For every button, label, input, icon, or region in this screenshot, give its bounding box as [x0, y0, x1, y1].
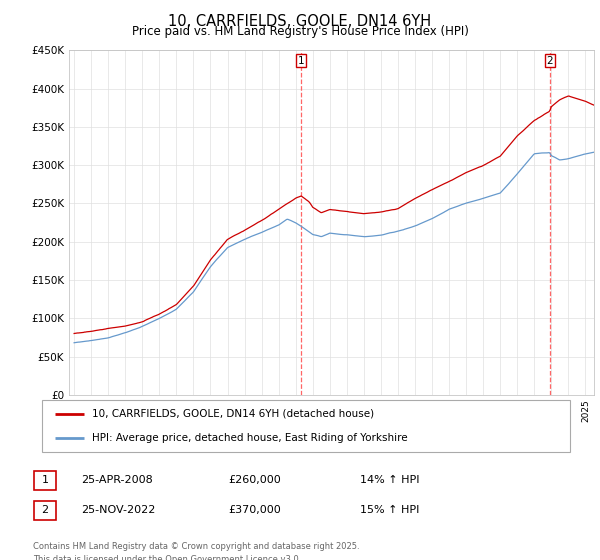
- Text: 10, CARRFIELDS, GOOLE, DN14 6YH: 10, CARRFIELDS, GOOLE, DN14 6YH: [169, 14, 431, 29]
- Text: 2: 2: [547, 56, 553, 66]
- Text: £370,000: £370,000: [228, 505, 281, 515]
- Text: 25-APR-2008: 25-APR-2008: [81, 475, 153, 485]
- FancyBboxPatch shape: [34, 471, 56, 490]
- Text: Contains HM Land Registry data © Crown copyright and database right 2025.
This d: Contains HM Land Registry data © Crown c…: [33, 542, 359, 560]
- Text: £260,000: £260,000: [228, 475, 281, 485]
- Text: HPI: Average price, detached house, East Riding of Yorkshire: HPI: Average price, detached house, East…: [92, 433, 408, 443]
- Text: 2: 2: [41, 505, 49, 515]
- FancyBboxPatch shape: [34, 501, 56, 520]
- FancyBboxPatch shape: [42, 400, 570, 452]
- Text: 25-NOV-2022: 25-NOV-2022: [81, 505, 155, 515]
- Text: 10, CARRFIELDS, GOOLE, DN14 6YH (detached house): 10, CARRFIELDS, GOOLE, DN14 6YH (detache…: [92, 409, 374, 419]
- Text: 1: 1: [41, 475, 49, 486]
- Text: 1: 1: [298, 56, 304, 66]
- Text: 14% ↑ HPI: 14% ↑ HPI: [360, 475, 419, 485]
- Text: Price paid vs. HM Land Registry's House Price Index (HPI): Price paid vs. HM Land Registry's House …: [131, 25, 469, 38]
- Text: 15% ↑ HPI: 15% ↑ HPI: [360, 505, 419, 515]
